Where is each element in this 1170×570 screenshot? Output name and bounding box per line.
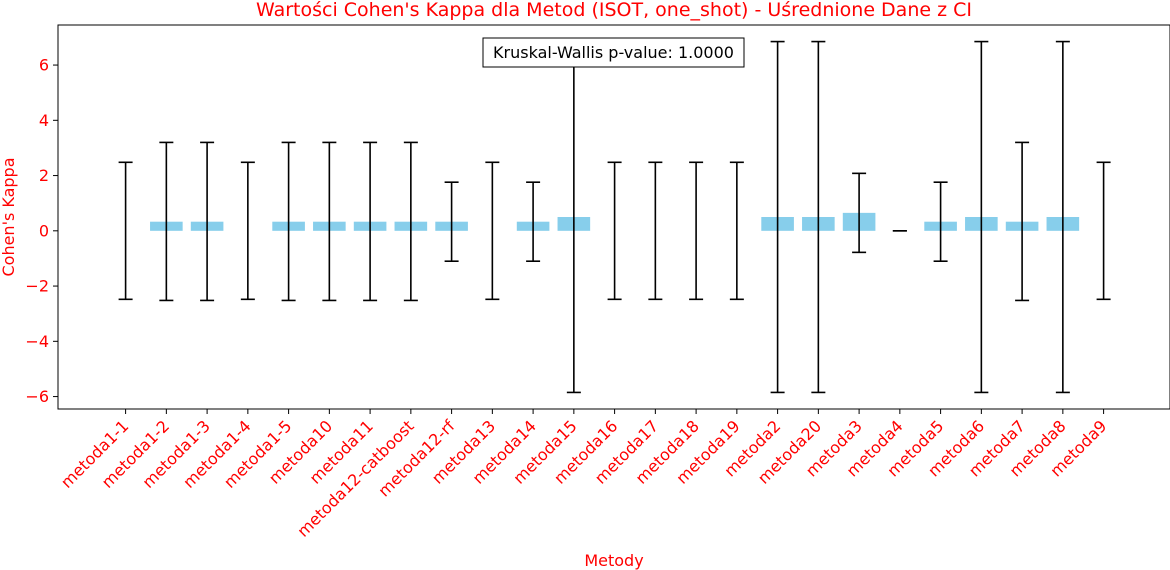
plot-area bbox=[118, 40, 1111, 394]
chart-title: Wartości Cohen's Kappa dla Metod (ISOT, … bbox=[256, 0, 972, 21]
error-bar-metoda9 bbox=[1096, 161, 1111, 301]
x-axis-label: Metody bbox=[584, 551, 643, 570]
y-tick-label: 6 bbox=[39, 56, 49, 75]
error-bar-metoda17 bbox=[648, 161, 663, 301]
annotation-text: Kruskal-Wallis p-value: 1.0000 bbox=[493, 43, 734, 62]
y-tick-label: −4 bbox=[25, 332, 49, 351]
error-bar-metoda20 bbox=[811, 40, 826, 394]
error-bar-metoda3 bbox=[852, 172, 867, 254]
error-bar-metoda10 bbox=[322, 141, 337, 302]
annotation-box bbox=[482, 37, 745, 68]
y-tick-label: 2 bbox=[39, 166, 49, 185]
error-bar-metoda5 bbox=[933, 181, 948, 263]
error-bar-metoda18 bbox=[689, 161, 704, 301]
y-axis: −6 −4 −2 0 2 4 6 bbox=[25, 56, 58, 406]
y-tick-label: −2 bbox=[25, 277, 49, 296]
error-bar-metoda7 bbox=[1015, 141, 1030, 302]
error-bar-metoda1-2 bbox=[159, 141, 174, 302]
error-bar-metoda1-5 bbox=[281, 141, 296, 302]
error-bar-metoda12-catboost bbox=[403, 141, 418, 302]
error-bar-metoda11 bbox=[363, 141, 378, 302]
y-axis-label: Cohen's Kappa bbox=[0, 157, 18, 276]
x-axis: metoda1-1metoda1-2metoda1-3metoda1-4meto… bbox=[57, 409, 1110, 541]
y-tick-label: 0 bbox=[39, 221, 49, 240]
error-bar-metoda13 bbox=[485, 161, 500, 301]
error-bar-metoda19 bbox=[729, 161, 744, 301]
error-bar-metoda16 bbox=[607, 161, 622, 301]
error-bar-metoda2 bbox=[770, 40, 785, 394]
error-bar-metoda6 bbox=[974, 40, 989, 394]
error-bar-metoda1-1 bbox=[118, 161, 133, 301]
stat-annotation: Kruskal-Wallis p-value: 1.0000 bbox=[482, 37, 745, 68]
y-tick-label: −6 bbox=[25, 387, 49, 406]
error-bar-metoda14 bbox=[526, 181, 541, 263]
error-bar-metoda1-4 bbox=[240, 161, 255, 301]
error-bar-metoda8 bbox=[1055, 40, 1070, 394]
plot-frame bbox=[57, 24, 1170, 410]
error-bar-metoda12-rf bbox=[444, 181, 459, 263]
y-tick-label: 4 bbox=[39, 111, 49, 130]
error-bar-metoda1-3 bbox=[200, 141, 215, 302]
